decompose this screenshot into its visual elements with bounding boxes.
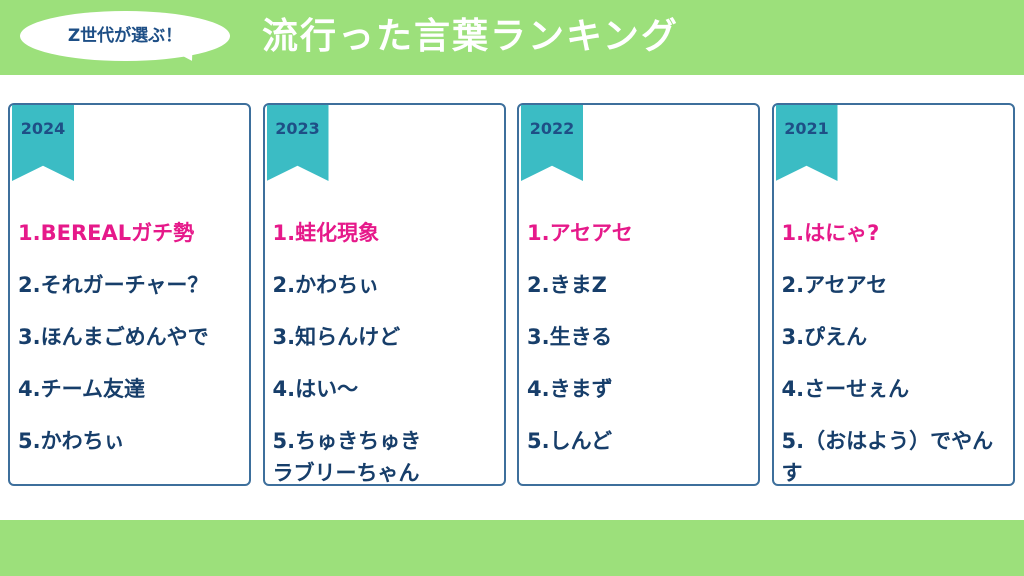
year-label: 2023 <box>275 119 320 138</box>
year-label: 2021 <box>784 119 829 138</box>
ranking-item: 3.生きる <box>527 325 613 349</box>
ranking-item: 5.ちゅきちゅき ラブリーちゃん <box>272 429 422 485</box>
ranking-item: 2.かわちぃ <box>272 273 380 297</box>
title: 流行った言葉ランキング <box>262 16 679 57</box>
year-ribbon <box>775 105 838 181</box>
ranking-item: 4.きまず <box>527 377 613 401</box>
ranking-item: 1.蛙化現象 <box>272 221 380 245</box>
ranking-item: 4.さーせぇん <box>781 377 910 401</box>
year-ribbon <box>266 105 329 181</box>
ranking-item: 5.しんど <box>527 429 612 453</box>
ranking-item: 3.ぴえん <box>781 325 868 349</box>
ranking-item: 1.BEREALガチ勢 <box>18 221 195 245</box>
ranking-item: 1.はにゃ? <box>781 221 880 245</box>
speech-bubble <box>20 11 230 61</box>
ranking-item: 1.アセアセ <box>527 221 633 245</box>
ranking-card: 2022 1.アセアセ 2.きまZ 3.生きる 4.きまず 5.しんど <box>517 103 760 486</box>
year-ribbon <box>521 105 583 181</box>
ranking-item: 2.それガーチャー？ <box>18 273 209 297</box>
ranking-item: 2.アセアセ <box>781 273 888 297</box>
year-label: 2022 <box>529 119 575 138</box>
ranking-card: 2024 1.BEREALガチ勢 2.それガーチャー？ 3.ほんまごめんやで 4.チーム… <box>8 103 251 486</box>
ranking-item: 3.ほんまごめんやで <box>18 325 209 349</box>
ranking-item: 4.チーム友達 <box>18 377 145 401</box>
ranking-item: 4.はい～ <box>272 377 359 401</box>
footer-band <box>0 520 1024 576</box>
ranking-item: 3.知らんけど <box>272 325 401 349</box>
ranking-item: 5.（おはよう）でやんす <box>781 429 994 485</box>
year-ribbon <box>12 105 74 181</box>
ranking-card: 2023 1.蛙化現象 2.かわちぃ 3.知らんけど 4.はい～ 5.ちゅきちゅき ラブリ… <box>262 103 506 486</box>
badge: Z世代が選ぶ！ <box>67 26 183 46</box>
ranking-item: 5.かわちぃ <box>18 429 125 453</box>
ranking-card: 2021 1.はにゃ? 2.アセアセ 3.ぴえん 4.さーせぇん 5.（おはよう）でやんす <box>771 103 1015 486</box>
ranking-item: 2.きまZ <box>527 273 607 297</box>
year-label: 2024 <box>20 119 66 138</box>
